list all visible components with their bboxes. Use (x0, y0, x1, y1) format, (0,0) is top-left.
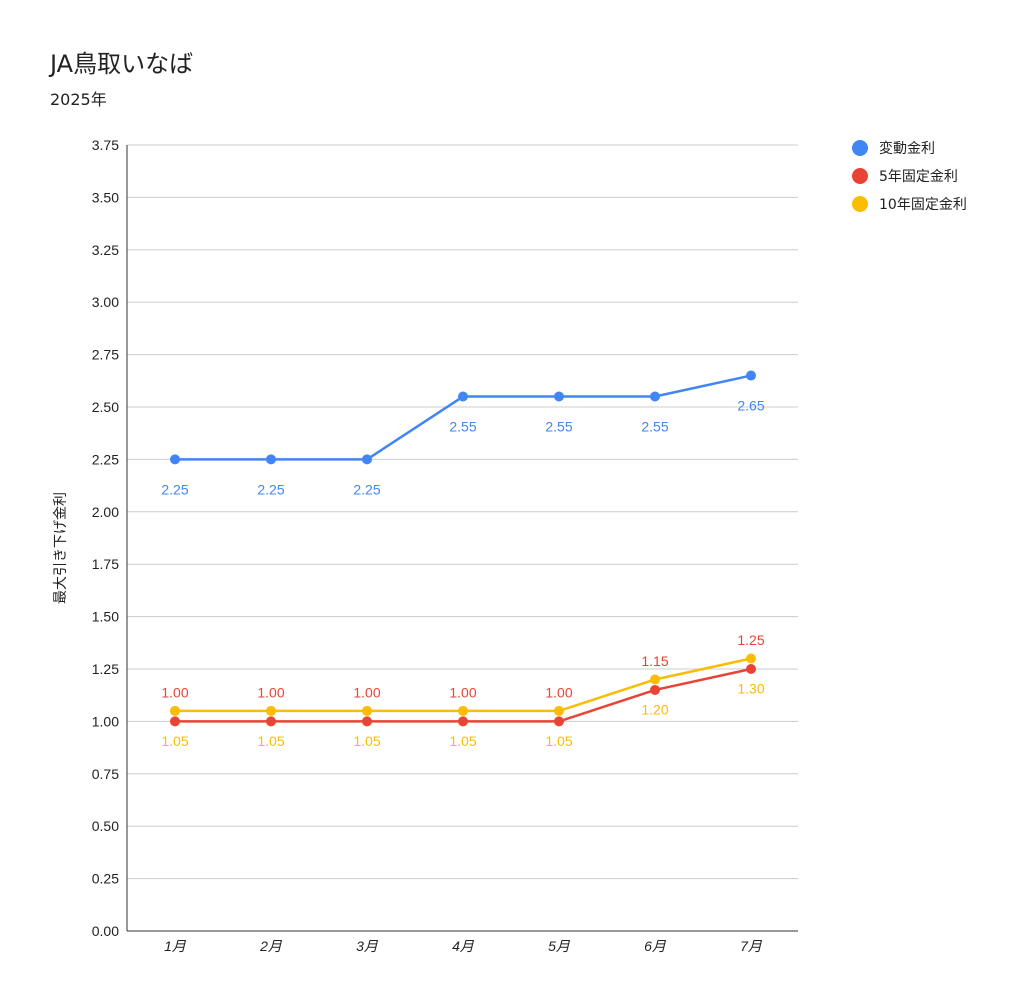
series-2-label-1: 1.05 (257, 733, 284, 749)
series-1-point-0 (170, 716, 180, 727)
series-1-label-0: 1.00 (161, 684, 188, 700)
legend-dot-10y-fixed-rate (852, 196, 868, 212)
legend-item-variable-rate[interactable]: 変動金利 (852, 134, 967, 162)
y-tick-label-0: 0.00 (92, 923, 119, 939)
series-1-point-4 (554, 716, 564, 727)
y-tick-label-9: 2.25 (92, 451, 119, 467)
x-tick-label-4: 5月 (548, 938, 571, 954)
series-2-point-3 (458, 705, 468, 716)
chart-subtitle: 2025年 (50, 90, 107, 109)
series-0-label-5: 2.55 (641, 419, 668, 435)
series-1-label-6: 1.25 (737, 632, 764, 648)
y-tick-label-10: 2.50 (92, 399, 119, 415)
legend-label-variable-rate: 変動金利 (879, 141, 935, 157)
series-2-label-2: 1.05 (353, 733, 380, 749)
series-0-point-6 (746, 370, 756, 381)
series-2-point-0 (170, 705, 180, 716)
series-1-point-3 (458, 716, 468, 727)
legend-label-10y-fixed-rate: 10年固定金利 (879, 197, 967, 213)
series-0-point-2 (362, 454, 372, 465)
series-1-point-2 (362, 716, 372, 727)
series-0-point-0 (170, 454, 180, 465)
series-2-point-2 (362, 705, 372, 716)
series-1-label-5: 1.15 (641, 653, 668, 669)
series-2-point-6 (746, 653, 756, 664)
legend-label-5y-fixed-rate: 5年固定金利 (879, 169, 958, 185)
series-0-label-0: 2.25 (161, 481, 188, 497)
legend-dot-variable-rate (852, 140, 868, 156)
series-2-label-5: 1.20 (641, 701, 668, 717)
series-0-point-1 (266, 454, 276, 465)
series-1-label-3: 1.00 (449, 684, 476, 700)
series-1-label-1: 1.00 (257, 684, 284, 700)
legend: 変動金利 5年固定金利 10年固定金利 (852, 134, 967, 218)
x-tick-label-3: 4月 (452, 938, 475, 954)
series-0-label-6: 2.65 (737, 398, 764, 414)
x-tick-label-2: 3月 (356, 938, 379, 954)
y-tick-label-8: 2.00 (92, 504, 119, 520)
series-0-point-4 (554, 391, 564, 402)
series-line-0 (175, 374, 752, 461)
y-tick-label-1: 0.25 (92, 871, 119, 887)
series-2-label-0: 1.05 (161, 733, 188, 749)
series-1-label-2: 1.00 (353, 684, 380, 700)
series-0-label-1: 2.25 (257, 481, 284, 497)
y-tick-label-13: 3.25 (92, 242, 119, 258)
series-2-label-3: 1.05 (449, 733, 476, 749)
series-2-label-6: 1.30 (737, 681, 764, 697)
y-tick-label-2: 0.50 (92, 818, 119, 834)
legend-item-5y-fixed-rate[interactable]: 5年固定金利 (852, 162, 967, 190)
y-tick-label-3: 0.75 (92, 766, 119, 782)
x-tick-label-1: 2月 (259, 938, 283, 954)
y-tick-label-15: 3.75 (92, 137, 119, 153)
series-0-point-3 (458, 391, 468, 402)
series-0-label-4: 2.55 (545, 419, 572, 435)
legend-dot-5y-fixed-rate (852, 168, 868, 184)
y-tick-label-6: 1.50 (92, 609, 119, 625)
series-0-label-2: 2.25 (353, 481, 380, 497)
y-tick-label-7: 1.75 (92, 556, 119, 572)
y-tick-label-5: 1.25 (92, 661, 119, 677)
y-tick-label-14: 3.50 (92, 189, 119, 205)
series-2-point-4 (554, 705, 564, 716)
series-2-label-4: 1.05 (545, 733, 572, 749)
y-tick-label-12: 3.00 (92, 294, 119, 310)
y-tick-label-11: 2.75 (92, 347, 119, 363)
series-2-point-1 (266, 705, 276, 716)
series-0-point-5 (650, 391, 660, 402)
series-0-label-3: 2.55 (449, 419, 476, 435)
series-1-label-4: 1.00 (545, 684, 572, 700)
x-tick-label-5: 6月 (644, 938, 667, 954)
legend-item-10y-fixed-rate[interactable]: 10年固定金利 (852, 190, 967, 218)
x-tick-label-0: 1月 (164, 938, 187, 954)
series-1-point-1 (266, 716, 276, 727)
series-2-point-5 (650, 674, 660, 685)
series-1-point-6 (746, 664, 756, 674)
series-1-point-5 (650, 684, 660, 695)
chart-title: JA鳥取いなば (50, 50, 194, 78)
x-tick-label-6: 7月 (740, 938, 763, 954)
y-tick-label-4: 1.00 (92, 713, 119, 729)
